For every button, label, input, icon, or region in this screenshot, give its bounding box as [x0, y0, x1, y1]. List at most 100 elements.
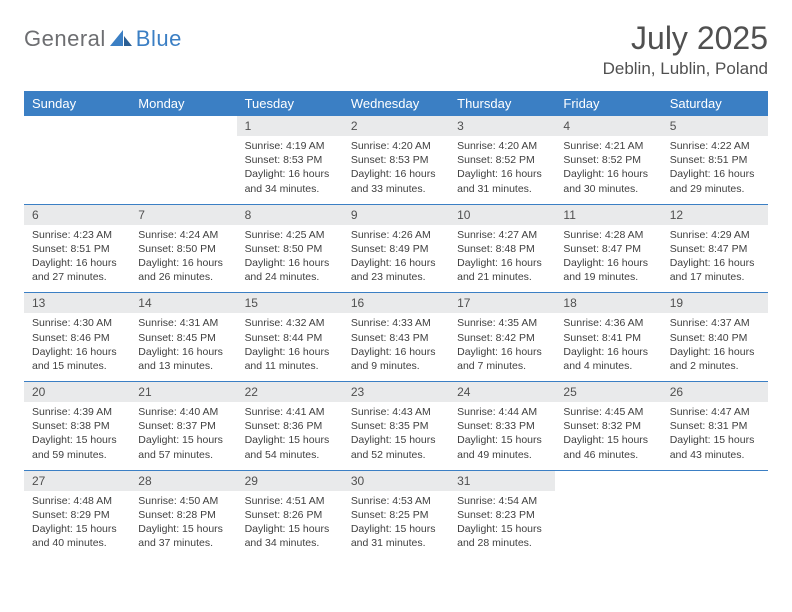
day-cell: . — [555, 470, 661, 558]
day-cell: 9Sunrise: 4:26 AMSunset: 8:49 PMDaylight… — [343, 204, 449, 293]
day-body: Sunrise: 4:51 AMSunset: 8:26 PMDaylight:… — [237, 491, 343, 559]
week-row: 6Sunrise: 4:23 AMSunset: 8:51 PMDaylight… — [24, 204, 768, 293]
day-number: 9 — [343, 205, 449, 225]
week-row: 27Sunrise: 4:48 AMSunset: 8:29 PMDayligh… — [24, 470, 768, 558]
day-header: Friday — [555, 91, 661, 116]
day-cell: 12Sunrise: 4:29 AMSunset: 8:47 PMDayligh… — [662, 204, 768, 293]
day-number: 18 — [555, 293, 661, 313]
day-cell: 23Sunrise: 4:43 AMSunset: 8:35 PMDayligh… — [343, 382, 449, 471]
day-cell: 7Sunrise: 4:24 AMSunset: 8:50 PMDaylight… — [130, 204, 236, 293]
day-cell: 10Sunrise: 4:27 AMSunset: 8:48 PMDayligh… — [449, 204, 555, 293]
day-number: 3 — [449, 116, 555, 136]
title-block: July 2025 Deblin, Lublin, Poland — [603, 20, 768, 79]
day-body: Sunrise: 4:37 AMSunset: 8:40 PMDaylight:… — [662, 313, 768, 381]
day-number: 2 — [343, 116, 449, 136]
day-cell: 8Sunrise: 4:25 AMSunset: 8:50 PMDaylight… — [237, 204, 343, 293]
day-body: Sunrise: 4:22 AMSunset: 8:51 PMDaylight:… — [662, 136, 768, 204]
calendar-table: Sunday Monday Tuesday Wednesday Thursday… — [24, 91, 768, 558]
day-number: 21 — [130, 382, 236, 402]
header: General Blue July 2025 Deblin, Lublin, P… — [24, 20, 768, 79]
day-header: Saturday — [662, 91, 768, 116]
day-body: Sunrise: 4:43 AMSunset: 8:35 PMDaylight:… — [343, 402, 449, 470]
day-body: Sunrise: 4:30 AMSunset: 8:46 PMDaylight:… — [24, 313, 130, 381]
day-number: 11 — [555, 205, 661, 225]
day-number: 13 — [24, 293, 130, 313]
day-number: 27 — [24, 471, 130, 491]
day-number: 15 — [237, 293, 343, 313]
day-body: Sunrise: 4:20 AMSunset: 8:52 PMDaylight:… — [449, 136, 555, 204]
day-body: Sunrise: 4:48 AMSunset: 8:29 PMDaylight:… — [24, 491, 130, 559]
day-cell: 13Sunrise: 4:30 AMSunset: 8:46 PMDayligh… — [24, 293, 130, 382]
day-header: Tuesday — [237, 91, 343, 116]
day-cell: 15Sunrise: 4:32 AMSunset: 8:44 PMDayligh… — [237, 293, 343, 382]
location: Deblin, Lublin, Poland — [603, 59, 768, 79]
day-cell: 11Sunrise: 4:28 AMSunset: 8:47 PMDayligh… — [555, 204, 661, 293]
day-number: 25 — [555, 382, 661, 402]
day-number: 22 — [237, 382, 343, 402]
day-cell: . — [130, 116, 236, 204]
day-cell: 2Sunrise: 4:20 AMSunset: 8:53 PMDaylight… — [343, 116, 449, 204]
day-number: 12 — [662, 205, 768, 225]
day-cell: 20Sunrise: 4:39 AMSunset: 8:38 PMDayligh… — [24, 382, 130, 471]
day-cell: 31Sunrise: 4:54 AMSunset: 8:23 PMDayligh… — [449, 470, 555, 558]
day-body: Sunrise: 4:40 AMSunset: 8:37 PMDaylight:… — [130, 402, 236, 470]
day-body: Sunrise: 4:25 AMSunset: 8:50 PMDaylight:… — [237, 225, 343, 293]
day-body: Sunrise: 4:24 AMSunset: 8:50 PMDaylight:… — [130, 225, 236, 293]
day-body: Sunrise: 4:21 AMSunset: 8:52 PMDaylight:… — [555, 136, 661, 204]
day-number: 1 — [237, 116, 343, 136]
day-number: 16 — [343, 293, 449, 313]
day-cell: 22Sunrise: 4:41 AMSunset: 8:36 PMDayligh… — [237, 382, 343, 471]
day-cell: 25Sunrise: 4:45 AMSunset: 8:32 PMDayligh… — [555, 382, 661, 471]
logo-word2: Blue — [136, 26, 182, 52]
day-header: Monday — [130, 91, 236, 116]
week-row: 13Sunrise: 4:30 AMSunset: 8:46 PMDayligh… — [24, 293, 768, 382]
day-number: 5 — [662, 116, 768, 136]
logo: General Blue — [24, 20, 182, 52]
day-body: Sunrise: 4:27 AMSunset: 8:48 PMDaylight:… — [449, 225, 555, 293]
day-body: Sunrise: 4:47 AMSunset: 8:31 PMDaylight:… — [662, 402, 768, 470]
day-cell: 29Sunrise: 4:51 AMSunset: 8:26 PMDayligh… — [237, 470, 343, 558]
day-number: 17 — [449, 293, 555, 313]
day-body: Sunrise: 4:33 AMSunset: 8:43 PMDaylight:… — [343, 313, 449, 381]
day-cell: 1Sunrise: 4:19 AMSunset: 8:53 PMDaylight… — [237, 116, 343, 204]
day-cell: 30Sunrise: 4:53 AMSunset: 8:25 PMDayligh… — [343, 470, 449, 558]
day-body: Sunrise: 4:28 AMSunset: 8:47 PMDaylight:… — [555, 225, 661, 293]
day-number: 24 — [449, 382, 555, 402]
day-number: 23 — [343, 382, 449, 402]
day-cell: 18Sunrise: 4:36 AMSunset: 8:41 PMDayligh… — [555, 293, 661, 382]
day-body: Sunrise: 4:41 AMSunset: 8:36 PMDaylight:… — [237, 402, 343, 470]
day-body: Sunrise: 4:23 AMSunset: 8:51 PMDaylight:… — [24, 225, 130, 293]
day-cell: 21Sunrise: 4:40 AMSunset: 8:37 PMDayligh… — [130, 382, 236, 471]
day-body: Sunrise: 4:31 AMSunset: 8:45 PMDaylight:… — [130, 313, 236, 381]
day-body: Sunrise: 4:20 AMSunset: 8:53 PMDaylight:… — [343, 136, 449, 204]
month-title: July 2025 — [603, 20, 768, 57]
day-number: 19 — [662, 293, 768, 313]
day-cell: 28Sunrise: 4:50 AMSunset: 8:28 PMDayligh… — [130, 470, 236, 558]
day-body: Sunrise: 4:39 AMSunset: 8:38 PMDaylight:… — [24, 402, 130, 470]
day-cell: 24Sunrise: 4:44 AMSunset: 8:33 PMDayligh… — [449, 382, 555, 471]
day-cell: 27Sunrise: 4:48 AMSunset: 8:29 PMDayligh… — [24, 470, 130, 558]
day-number: 20 — [24, 382, 130, 402]
day-body: Sunrise: 4:44 AMSunset: 8:33 PMDaylight:… — [449, 402, 555, 470]
day-cell: 17Sunrise: 4:35 AMSunset: 8:42 PMDayligh… — [449, 293, 555, 382]
day-body: Sunrise: 4:35 AMSunset: 8:42 PMDaylight:… — [449, 313, 555, 381]
day-number: 31 — [449, 471, 555, 491]
day-body: Sunrise: 4:29 AMSunset: 8:47 PMDaylight:… — [662, 225, 768, 293]
day-cell: 6Sunrise: 4:23 AMSunset: 8:51 PMDaylight… — [24, 204, 130, 293]
day-number: 29 — [237, 471, 343, 491]
day-body: Sunrise: 4:36 AMSunset: 8:41 PMDaylight:… — [555, 313, 661, 381]
day-header: Sunday — [24, 91, 130, 116]
day-number: 6 — [24, 205, 130, 225]
day-number: 30 — [343, 471, 449, 491]
logo-word1: General — [24, 26, 106, 52]
day-number: 10 — [449, 205, 555, 225]
day-body: Sunrise: 4:32 AMSunset: 8:44 PMDaylight:… — [237, 313, 343, 381]
day-number: 28 — [130, 471, 236, 491]
day-cell: 16Sunrise: 4:33 AMSunset: 8:43 PMDayligh… — [343, 293, 449, 382]
day-body: Sunrise: 4:45 AMSunset: 8:32 PMDaylight:… — [555, 402, 661, 470]
day-body: Sunrise: 4:54 AMSunset: 8:23 PMDaylight:… — [449, 491, 555, 559]
day-cell: 3Sunrise: 4:20 AMSunset: 8:52 PMDaylight… — [449, 116, 555, 204]
day-body: Sunrise: 4:19 AMSunset: 8:53 PMDaylight:… — [237, 136, 343, 204]
day-number: 14 — [130, 293, 236, 313]
day-cell: . — [662, 470, 768, 558]
